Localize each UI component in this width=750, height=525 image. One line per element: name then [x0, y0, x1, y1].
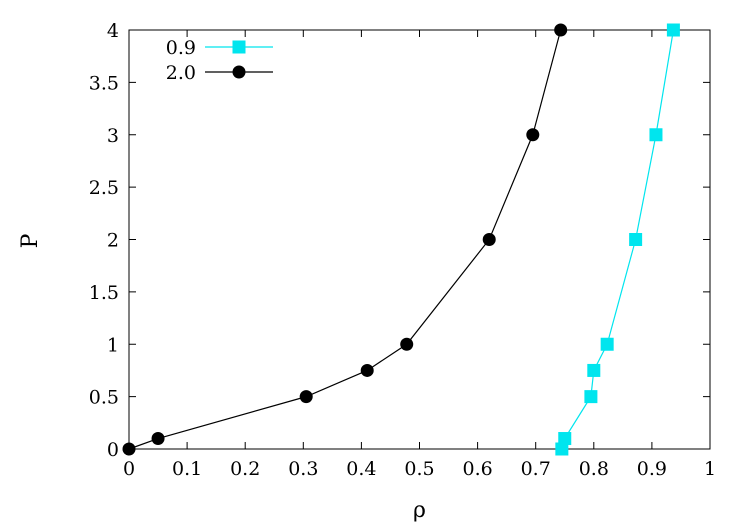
x-axis-title: ρ	[413, 498, 426, 523]
x-tick-label: 1	[704, 458, 716, 480]
data-point	[600, 337, 614, 351]
series	[122, 23, 680, 456]
data-point	[400, 337, 414, 351]
y-tick-label: 0	[107, 439, 119, 461]
data-point	[629, 233, 643, 246]
x-tick-label: 0.5	[404, 458, 434, 480]
data-point	[151, 432, 165, 446]
y-tick-label: 4	[107, 20, 119, 42]
data-point	[360, 363, 374, 377]
axes	[128, 29, 711, 450]
x-tick-label: 0.2	[230, 458, 260, 480]
x-tick-label: 0.9	[637, 458, 667, 480]
y-tick-label: 2	[107, 230, 119, 252]
y-tick-label: 0.5	[89, 387, 119, 409]
y-tick-label: 2.5	[89, 177, 119, 199]
series-0	[555, 23, 680, 456]
series-line-0	[561, 29, 674, 450]
x-tick-label: 0	[123, 458, 135, 480]
data-point	[482, 233, 496, 246]
plot-frame	[128, 29, 711, 450]
data-point	[299, 390, 313, 404]
legend-label: 0.9	[166, 37, 196, 59]
x-tick-label: 0.6	[462, 458, 492, 480]
data-point	[666, 23, 680, 37]
data-point	[584, 390, 598, 404]
x-tick-label: 0.8	[579, 458, 609, 480]
data-point	[558, 432, 572, 446]
data-point	[649, 128, 663, 142]
data-point	[122, 442, 136, 456]
x-tick-label: 0.7	[521, 458, 551, 480]
y-tick-label: 3.5	[89, 72, 119, 94]
y-tick-label: 1.5	[89, 282, 119, 304]
legend-marker	[232, 65, 246, 79]
x-tick-label: 0.3	[288, 458, 318, 480]
data-point	[526, 128, 540, 142]
y-axis-title: P	[18, 233, 43, 248]
series-line-1	[128, 29, 562, 450]
x-tick-label: 0.4	[346, 458, 376, 480]
y-tick-label: 1	[107, 334, 119, 356]
series-1	[122, 23, 568, 456]
ticks: 0 0.1 0.2 0.3 0.4 0.5 0.6 0.7 0.8 0.9 1 0 0.5 1 1.5 2 2.…	[89, 20, 716, 480]
data-point	[554, 23, 568, 37]
legend-entry-0: 0.9	[166, 37, 273, 59]
legend-marker	[232, 40, 246, 54]
legend-label: 2.0	[166, 62, 196, 84]
legend: 0.92.0	[166, 37, 273, 84]
legend-entry-1: 2.0	[166, 62, 273, 84]
y-tick-label: 3	[107, 125, 119, 147]
data-point	[587, 363, 601, 377]
x-tick-label: 0.1	[172, 458, 202, 480]
data-point	[555, 442, 569, 456]
